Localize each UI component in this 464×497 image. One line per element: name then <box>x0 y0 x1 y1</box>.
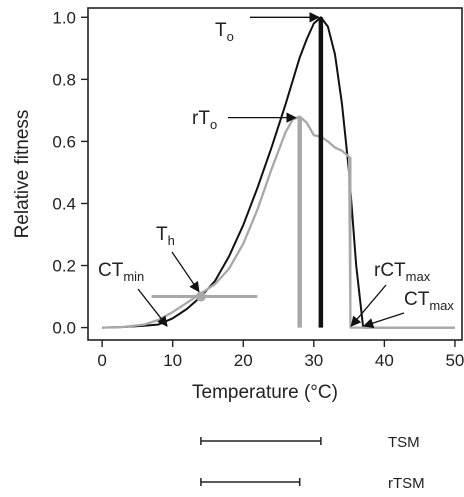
arrow-CTmax <box>362 312 405 329</box>
legend-layer: TSM rTSM <box>200 434 425 492</box>
x-tick-label: 50 <box>445 351 464 370</box>
series-layer <box>102 16 455 329</box>
th-point <box>195 291 206 302</box>
markers-layer <box>151 17 352 328</box>
annotations-layer: To rTo Th CTmin rCTmax CTmax <box>98 12 454 329</box>
y-tick-label: 0.0 <box>52 319 76 338</box>
x-tick-label: 0 <box>97 351 106 370</box>
label-rTo: rTo <box>192 108 217 132</box>
arrow-Th <box>171 251 200 293</box>
fitness-curve-gray <box>102 115 455 329</box>
y-axis-title: Relative fitness <box>12 110 33 239</box>
x-tick-label: 20 <box>234 351 253 370</box>
y-tick-label: 0.4 <box>52 194 76 213</box>
legend-label-TSM: TSM <box>388 434 420 451</box>
x-tick-label: 10 <box>163 351 182 370</box>
y-tick-label: 0.8 <box>52 70 76 89</box>
label-Th: Th <box>156 224 175 248</box>
axes: 0 10 20 30 40 50 0.0 0.2 0.4 0.6 0.8 1.0 Temperature… <box>12 7 464 403</box>
label-rCTmax: rCTmax <box>374 260 431 284</box>
x-tick-label: 30 <box>304 351 323 370</box>
legend-label-rTSM: rTSM <box>388 475 425 492</box>
plot-frame <box>87 7 463 341</box>
y-tick-label: 1.0 <box>52 8 76 27</box>
arrow-rCTmax <box>350 284 387 327</box>
x-tick-label: 40 <box>375 351 394 370</box>
arrow-CTmin <box>137 288 168 327</box>
label-To: To <box>215 20 234 44</box>
fitness-curve-black <box>102 16 455 329</box>
x-axis-title: Temperature (°C) <box>192 382 338 403</box>
label-CTmax: CTmax <box>404 289 454 313</box>
y-tick-label: 0.2 <box>52 257 76 276</box>
y-tick-label: 0.6 <box>52 132 76 151</box>
label-CTmin: CTmin <box>98 260 144 284</box>
